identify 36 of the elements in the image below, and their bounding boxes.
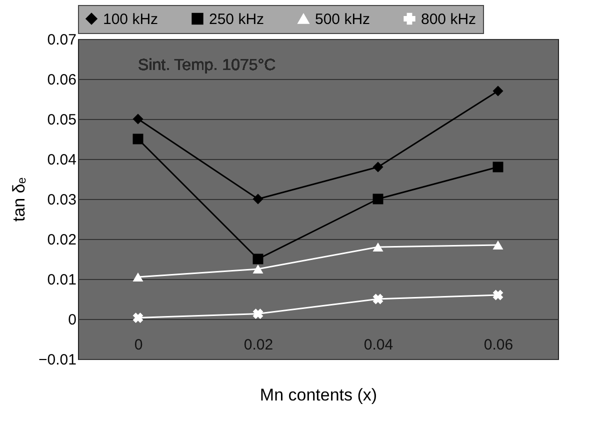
- x-axis-title: Mn contents (x): [260, 386, 378, 404]
- y-tick-label: 0.05: [47, 112, 76, 128]
- x-tick-label: 0.06: [484, 336, 514, 354]
- x-tick-label: 0.04: [364, 336, 394, 354]
- y-tick-label: 0.03: [47, 192, 76, 208]
- point: [132, 134, 144, 144]
- legend-label: 250 kHz: [209, 10, 264, 28]
- point: [252, 194, 264, 204]
- point: [252, 254, 264, 264]
- point: [252, 264, 264, 274]
- point: [372, 242, 384, 252]
- y-tick-label: 0.07: [47, 32, 76, 48]
- point: [372, 294, 384, 304]
- point: [492, 162, 504, 172]
- x-tick-label: 0: [134, 336, 143, 354]
- annotation: Sint. Temp. 1075°C: [138, 57, 276, 74]
- x-tick-label: 0.02: [244, 336, 274, 354]
- y-tick-label: 0.01: [47, 272, 76, 288]
- y-tick-label: −0.01: [38, 352, 76, 368]
- point: [372, 194, 384, 204]
- y-axis-title: tan δₑ: [10, 177, 29, 222]
- point: [132, 272, 144, 282]
- y-tick-label: 0: [68, 312, 76, 328]
- point: [252, 308, 264, 319]
- legend-label: 500 kHz: [315, 10, 370, 28]
- point: [132, 312, 144, 323]
- y-tick-label: 0.04: [47, 152, 76, 168]
- point: [492, 290, 504, 300]
- y-tick-label: 0.06: [47, 72, 76, 88]
- point: [132, 114, 144, 124]
- point: [492, 240, 504, 250]
- y-tick-label: 0.02: [47, 232, 76, 248]
- legend-label: 100 kHz: [103, 10, 158, 28]
- legend-label: 800 kHz: [421, 10, 476, 28]
- point: [492, 86, 504, 96]
- point: [372, 162, 384, 172]
